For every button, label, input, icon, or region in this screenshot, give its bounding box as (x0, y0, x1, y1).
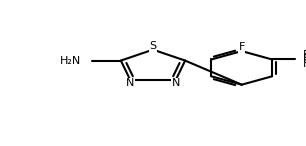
Text: H₂N: H₂N (60, 56, 81, 66)
Text: S: S (149, 41, 157, 51)
Text: F: F (239, 42, 245, 52)
Text: N: N (126, 78, 134, 88)
Text: F: F (303, 54, 306, 65)
Text: F: F (303, 59, 306, 69)
Text: F: F (303, 50, 306, 60)
Text: N: N (172, 78, 180, 88)
